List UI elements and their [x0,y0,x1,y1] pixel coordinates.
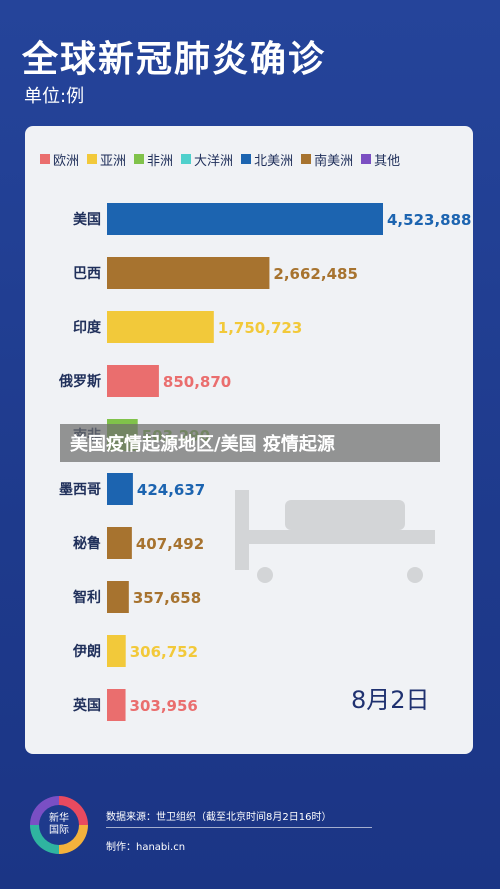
value-label: 357,658 [133,589,201,607]
watermark-banner [60,424,440,462]
xinhua-international-logo-icon: 新华 国际 [30,796,88,854]
category-label: 印度 [73,319,102,336]
bar [107,311,214,343]
legend-swatch [87,154,98,164]
unit-label: 单位:例 [24,86,85,107]
legend-label: 亚洲 [100,153,127,169]
legend-label: 欧洲 [53,153,80,169]
footer-divider [106,827,372,828]
legend-item: 北美洲 [241,150,294,169]
legend-item: 大洋洲 [181,150,234,169]
value-label: 4,523,888 [387,211,471,229]
legend-label: 非洲 [147,153,174,169]
legend-swatch [241,154,252,164]
category-label: 俄罗斯 [58,373,101,390]
category-label: 英国 [72,697,101,714]
value-label: 2,662,485 [273,265,357,283]
legend-item: 欧洲 [40,150,80,169]
value-label: 850,870 [163,373,231,391]
legend-label: 南美洲 [314,153,354,169]
legend-label: 北美洲 [254,153,294,169]
bar [107,365,159,397]
chart-legend: 欧洲 亚洲 非洲 大洋洲 北美洲 南美洲 其他 [40,150,470,169]
category-label: 墨西哥 [59,482,101,498]
page-title: 全球新冠肺炎确诊 [22,39,327,80]
value-label: 1,750,723 [218,319,302,337]
logo-text: 新华 国际 [39,805,79,845]
bar [107,689,126,721]
watermark-text: 美国疫情起源地区/美国 疫情起源 [70,434,335,455]
bar [107,635,126,667]
bar [107,527,132,559]
legend-item: 亚洲 [87,150,127,169]
decorative-hospital-bed-icon [235,490,435,583]
value-label: 303,956 [130,697,198,715]
category-label: 伊朗 [72,643,101,660]
category-label: 美国 [73,211,101,228]
legend-label: 大洋洲 [194,153,234,169]
footer-maker: 制作：hanabi.cn [106,842,186,853]
value-label: 424,637 [137,481,205,499]
bar [107,203,383,235]
category-label: 巴西 [73,266,101,282]
bar [107,473,133,505]
legend-item: 其他 [361,150,401,169]
value-label: 306,752 [130,643,198,661]
legend-swatch [40,154,50,164]
legend-swatch [301,154,312,164]
legend-swatch [361,154,372,164]
bar [107,257,270,289]
legend-swatch [134,154,145,164]
value-label: 407,492 [136,535,204,553]
category-label: 智利 [72,589,101,606]
legend-item: 非洲 [134,150,174,169]
category-label: 秘鲁 [73,535,101,552]
legend-label: 其他 [374,153,401,169]
date-label: 8月2日 [351,686,430,714]
legend-swatch [181,154,192,164]
footer-source: 数据来源：世卫组织（截至北京时间8月2日16时） [106,812,332,823]
bar [107,581,129,613]
legend-item: 南美洲 [301,150,354,169]
